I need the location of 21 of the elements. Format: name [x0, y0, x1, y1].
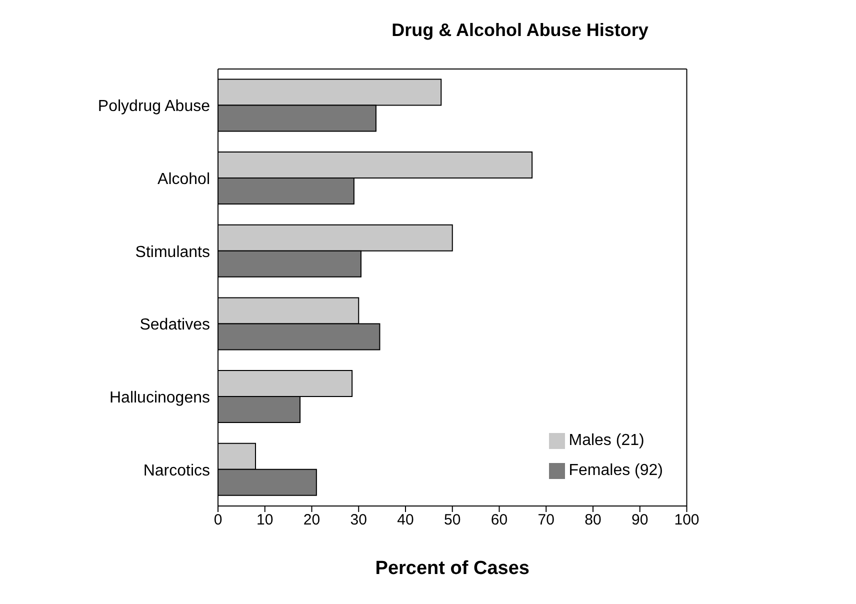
- x-tick-label: 70: [538, 512, 554, 529]
- y-tick-label: Hallucinogens: [109, 389, 210, 406]
- y-tick-label: Narcotics: [143, 462, 210, 480]
- y-tick-label: Alcohol: [158, 170, 210, 188]
- legend-label: Males (21): [568, 432, 644, 449]
- y-tick-label: Polydrug Abuse: [98, 98, 210, 116]
- y-tick-label: Stimulants: [135, 244, 210, 261]
- y-tick-label: Sedatives: [140, 316, 210, 334]
- chart-title: Drug & Alcohol Abuse History: [390, 20, 650, 41]
- x-tick-label: 40: [397, 512, 414, 529]
- x-tick-label: 50: [444, 512, 461, 529]
- x-tick-label: 60: [490, 512, 508, 529]
- x-tick-label: 30: [350, 512, 367, 529]
- x-tick-label: 80: [584, 512, 602, 529]
- x-axis-title: Percent of Cases: [375, 558, 530, 579]
- x-tick-label: 100: [674, 512, 700, 529]
- legend-label: Females (92): [568, 462, 663, 479]
- x-tick-label: 0: [214, 512, 222, 529]
- x-tick-label: 10: [256, 512, 274, 529]
- x-tick-label: 20: [303, 512, 320, 529]
- x-tick-label: 90: [632, 512, 648, 529]
